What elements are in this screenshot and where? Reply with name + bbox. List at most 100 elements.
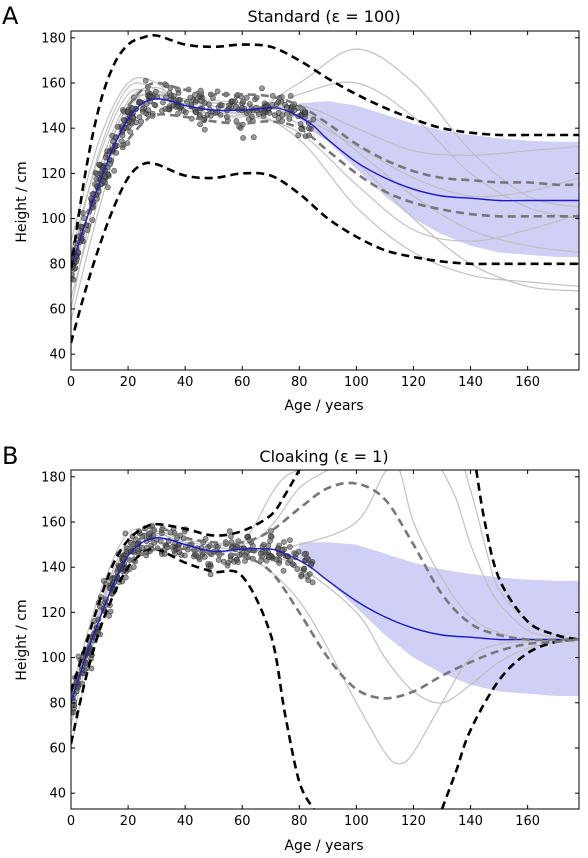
observed-point xyxy=(228,533,234,540)
observed-point xyxy=(273,556,280,563)
observed-point xyxy=(240,98,246,105)
outer-bound-curve xyxy=(71,33,579,269)
observed-point xyxy=(275,99,282,105)
plot-frame xyxy=(70,469,580,810)
observed-point xyxy=(243,94,250,101)
mean-curve xyxy=(71,537,579,704)
y-tick-label: 120 xyxy=(41,167,66,182)
observed-point xyxy=(151,540,158,546)
inner-bound-curve xyxy=(127,481,579,642)
observed-point xyxy=(259,85,265,92)
observed-point xyxy=(224,562,231,569)
observed-point xyxy=(265,554,272,561)
x-tick-label: 140 xyxy=(458,375,483,390)
panel-b-x-axis-label: Age / years xyxy=(284,838,363,854)
y-tick-label: 100 xyxy=(41,212,66,227)
x-tick-label: 100 xyxy=(344,814,369,829)
panel-b-letter: B xyxy=(2,442,18,470)
panel-a-letter: A xyxy=(2,2,19,30)
observed-point xyxy=(287,93,294,99)
x-tick-label: 60 xyxy=(234,814,251,829)
observed-point xyxy=(104,184,111,191)
y-tick-label: 160 xyxy=(41,76,66,91)
observed-point xyxy=(297,121,304,127)
observed-point xyxy=(223,113,230,120)
x-tick-label: 120 xyxy=(401,375,426,390)
observed-point xyxy=(309,579,316,586)
observed-point xyxy=(275,115,282,122)
observed-point xyxy=(84,227,91,233)
observed-point xyxy=(207,112,214,119)
inner-bound-curve xyxy=(127,546,579,700)
panel-a-title: Standard (ε = 100) xyxy=(247,7,400,26)
y-tick-label: 100 xyxy=(41,651,66,666)
observed-point xyxy=(257,550,264,557)
panel-a: A Standard (ε = 100) Age / years Height … xyxy=(2,2,580,414)
observed-point xyxy=(94,170,100,177)
outer-bound-curve xyxy=(71,470,301,692)
observed-point xyxy=(170,93,177,99)
observed-point xyxy=(142,77,149,84)
sample-curve xyxy=(71,77,579,242)
observed-point xyxy=(201,554,208,560)
observed-point xyxy=(302,109,309,116)
observed-point xyxy=(130,114,136,121)
observed-point xyxy=(139,105,146,112)
observed-point xyxy=(280,567,287,574)
observed-point xyxy=(161,551,168,557)
x-tick-label: 20 xyxy=(120,375,137,390)
observed-point xyxy=(182,109,189,116)
observed-point xyxy=(210,95,216,101)
observed-point xyxy=(293,551,299,557)
y-tick-label: 180 xyxy=(41,31,66,46)
observed-point xyxy=(144,88,151,95)
observed-point xyxy=(80,210,86,216)
sample-curve xyxy=(441,470,579,641)
observed-point xyxy=(260,109,267,116)
observed-point xyxy=(207,571,214,578)
y-tick-label: 60 xyxy=(49,302,66,317)
x-tick-label: 100 xyxy=(344,375,369,390)
sample-curve xyxy=(241,470,300,545)
observed-point xyxy=(124,108,131,115)
panel-b-y-axis-label: Height / cm xyxy=(14,599,30,680)
panel-b-title: Cloaking (ε = 1) xyxy=(259,447,388,466)
observed-point xyxy=(242,558,248,564)
outer-bound-curve xyxy=(71,547,315,809)
observed-point xyxy=(197,121,203,128)
observed-point xyxy=(250,134,257,141)
observed-point xyxy=(294,566,301,573)
x-tick-label: 120 xyxy=(401,814,426,829)
x-tick-label: 20 xyxy=(120,814,137,829)
observed-point xyxy=(157,538,164,545)
observed-point xyxy=(77,223,84,230)
observed-point xyxy=(226,102,232,109)
observed-point xyxy=(279,112,286,118)
observed-point xyxy=(233,556,240,563)
observed-point xyxy=(71,276,77,283)
y-tick-label: 140 xyxy=(41,122,66,137)
y-tick-label: 140 xyxy=(41,561,66,576)
panel-a-y-axis-label: Height / cm xyxy=(14,161,30,242)
observed-point xyxy=(271,112,278,119)
confidence-band xyxy=(299,101,579,257)
observed-point xyxy=(96,161,102,168)
x-tick-label: 60 xyxy=(234,375,251,390)
observed-point xyxy=(165,106,172,112)
x-tick-label: 160 xyxy=(515,814,540,829)
observed-point xyxy=(286,544,293,550)
observed-point xyxy=(248,113,255,120)
sample-curve xyxy=(464,470,579,641)
sample-curve xyxy=(71,470,579,692)
observed-point xyxy=(89,217,96,223)
observed-point xyxy=(206,543,213,549)
y-tick-label: 80 xyxy=(49,257,66,272)
observed-point xyxy=(287,557,294,563)
observed-point xyxy=(152,88,159,95)
observed-point xyxy=(100,577,107,584)
observed-point xyxy=(195,554,202,561)
observed-point xyxy=(269,101,276,108)
panel-b: B Cloaking (ε = 1) Age / years Height / … xyxy=(2,442,580,854)
observed-point xyxy=(106,612,112,619)
observed-point xyxy=(111,167,117,174)
